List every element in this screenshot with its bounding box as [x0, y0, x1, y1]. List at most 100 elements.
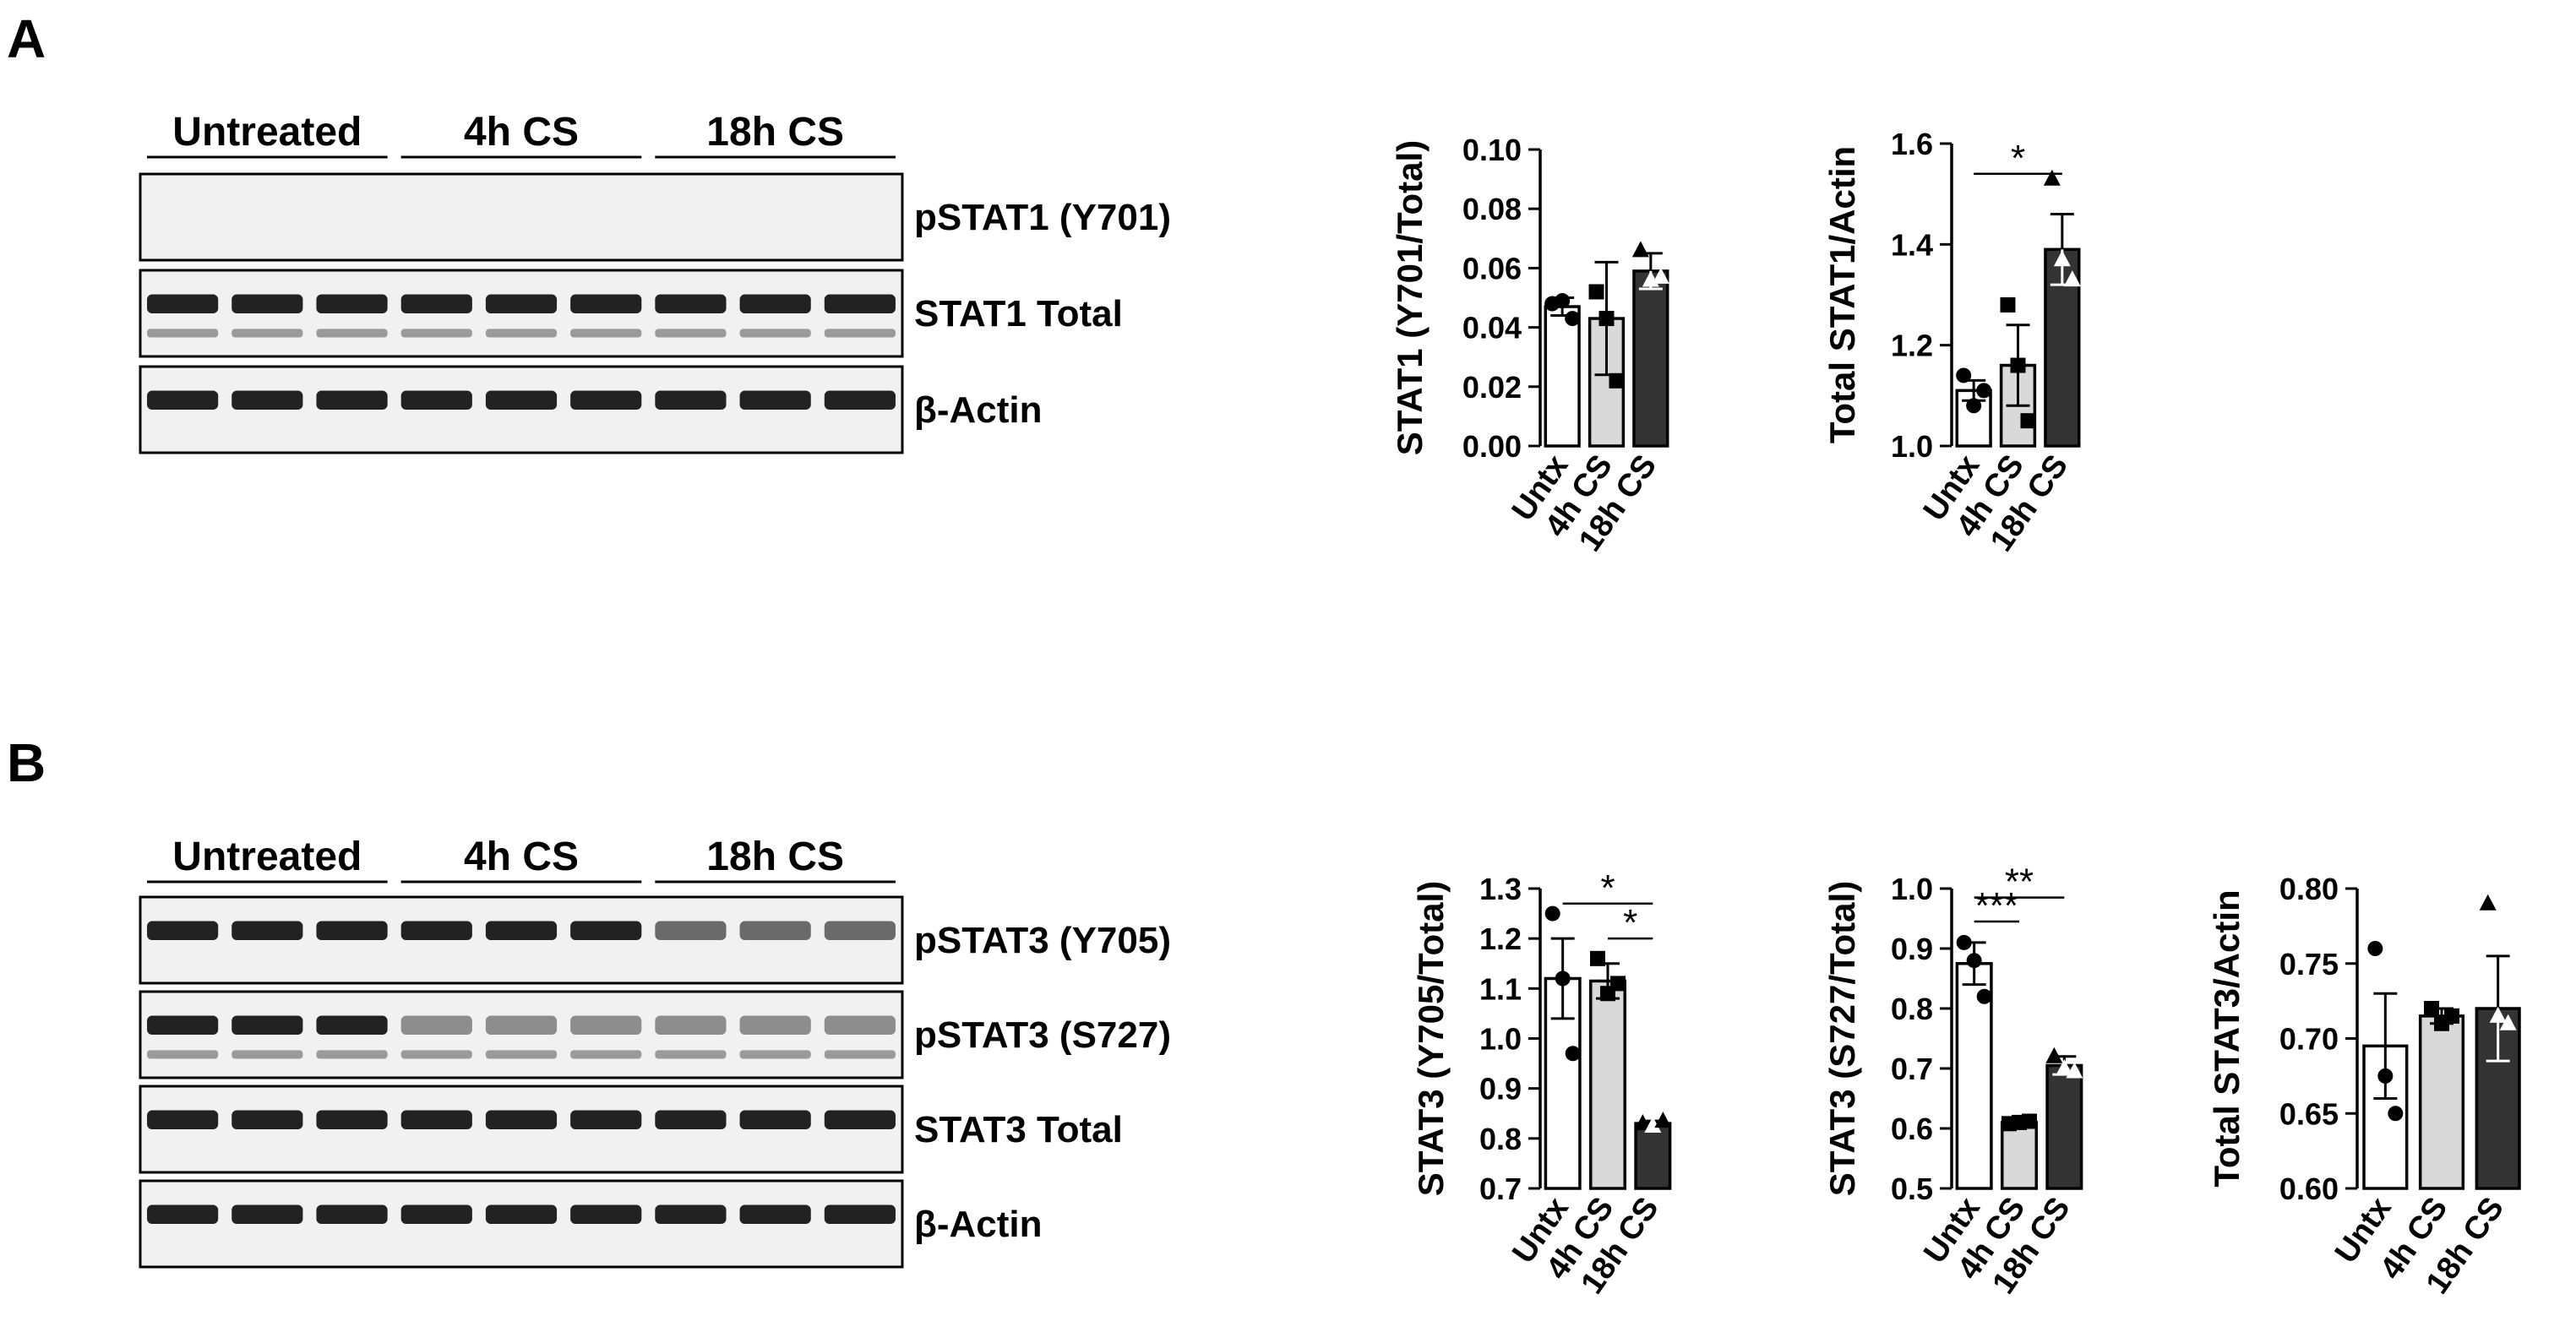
data-point	[1590, 950, 1605, 966]
blot-band	[655, 1110, 727, 1129]
data-point	[1634, 1114, 1652, 1131]
data-point	[1654, 1112, 1672, 1128]
blot-label: STAT1 Total	[914, 293, 1123, 334]
blot-band	[400, 294, 472, 313]
bar	[2418, 1014, 2465, 1190]
data-point	[2499, 1014, 2517, 1030]
blot-band	[231, 1110, 303, 1129]
bar	[1634, 1122, 1672, 1190]
y-axis-label: STAT1 (Y701/Total)	[1390, 140, 1430, 455]
data-point	[1652, 267, 1669, 284]
blot-label: pSTAT3 (S727)	[914, 1014, 1171, 1056]
panel-a-letter: A	[7, 8, 46, 69]
bar	[1632, 269, 1669, 448]
lane-group-label: Untreated	[172, 835, 362, 879]
y-tick-label: 0.02	[1462, 370, 1522, 405]
y-tick-label: 0.70	[2279, 1022, 2339, 1057]
bar-charts: 0.00 0.02 0.04 0.06 0.08 0.10 STAT1 (Y701/Tota…	[1390, 127, 2521, 1301]
significance-label: *	[2011, 138, 2025, 179]
data-point	[2020, 413, 2036, 429]
blot-band	[316, 390, 388, 410]
blot-band	[231, 390, 303, 410]
blot-band	[570, 1204, 642, 1224]
y-tick-label: 1.4	[1891, 227, 1933, 262]
y-tick-label: 0.8	[1479, 1122, 1522, 1156]
bar	[1544, 305, 1581, 448]
data-point	[1644, 1117, 1662, 1134]
blot-band	[400, 1204, 472, 1224]
blot-band-lower	[570, 329, 642, 338]
blot-band	[824, 921, 896, 940]
panel-b-letter: B	[7, 732, 46, 793]
blot-label: β-Actin	[914, 1204, 1043, 1245]
blot-band-lower	[655, 329, 727, 338]
blot-band-lower	[739, 329, 811, 338]
y-axis-label: Total STAT3/Actin	[2207, 889, 2247, 1187]
lane-group-label: 18h CS	[706, 835, 844, 879]
y-axis-label: STAT3 (Y705/Total)	[1411, 881, 1451, 1196]
bar	[2000, 1121, 2039, 1190]
blot-band	[147, 1015, 219, 1035]
data-point	[1956, 934, 1972, 950]
blot-band	[316, 1110, 388, 1129]
data-point	[1565, 1046, 1581, 1062]
data-point	[2053, 250, 2071, 267]
y-tick-label: 0.75	[2279, 947, 2339, 981]
blot-band	[316, 1015, 388, 1035]
blot-band	[570, 294, 642, 313]
blot-label: STAT3 Total	[914, 1109, 1123, 1150]
blot-band	[655, 1204, 727, 1224]
data-point	[1555, 970, 1571, 987]
data-point	[1544, 905, 1560, 922]
y-tick-label: 0.10	[1462, 133, 1522, 167]
blot-band	[485, 921, 558, 940]
blot-band	[400, 390, 472, 410]
data-point	[2056, 1059, 2073, 1075]
panel-b-western-blots: Untreated 4h CS 18h CS pSTAT3 (Y705) pSTAT3 …	[139, 835, 1171, 1269]
data-point	[1956, 367, 1972, 383]
y-tick-label: 1.2	[1891, 329, 1933, 363]
blot-band	[570, 1110, 642, 1129]
blot-band	[147, 921, 219, 940]
blot-band	[655, 921, 727, 940]
data-point	[1588, 284, 1604, 300]
blot-band	[655, 1015, 727, 1035]
significance-label: **	[2005, 862, 2034, 903]
data-point	[1555, 293, 1571, 309]
y-tick-label: 1.3	[1479, 872, 1522, 906]
data-point	[2388, 1106, 2404, 1122]
lane-group-label: 4h CS	[464, 110, 579, 155]
y-tick-label: 0.08	[1462, 192, 1522, 226]
y-tick-label: 1.0	[1479, 1022, 1522, 1057]
blot-band	[231, 1015, 303, 1035]
data-point	[2000, 296, 2016, 313]
blot-band	[147, 390, 219, 410]
blot-band	[655, 294, 727, 313]
blot-band-lower	[147, 1050, 219, 1059]
blot-band	[400, 921, 472, 940]
blot-band	[400, 1015, 472, 1035]
blot-band-lower	[400, 1050, 472, 1059]
data-point	[1610, 976, 1626, 992]
blot-band-lower	[147, 329, 219, 338]
y-tick-label: 0.9	[1891, 932, 1933, 966]
blot-band	[739, 921, 811, 940]
blot-band	[824, 390, 896, 410]
y-axis-label: STAT3 (S727/Total)	[1822, 881, 1862, 1196]
y-tick-label: 0.80	[2279, 872, 2339, 906]
blot-band	[570, 390, 642, 410]
y-tick-label: 0.7	[1891, 1052, 1933, 1086]
blot-label: pSTAT3 (Y705)	[914, 920, 1171, 961]
blot-band	[316, 1204, 388, 1224]
y-tick-label: 1.6	[1891, 127, 1933, 161]
lane-group-label: 18h CS	[706, 110, 844, 155]
blot-band-lower	[485, 329, 558, 338]
blot-band	[739, 1015, 811, 1035]
bar	[1588, 979, 1627, 1190]
blot-band-lower	[316, 329, 388, 338]
data-point	[1966, 953, 1982, 969]
data-point	[2063, 270, 2081, 287]
